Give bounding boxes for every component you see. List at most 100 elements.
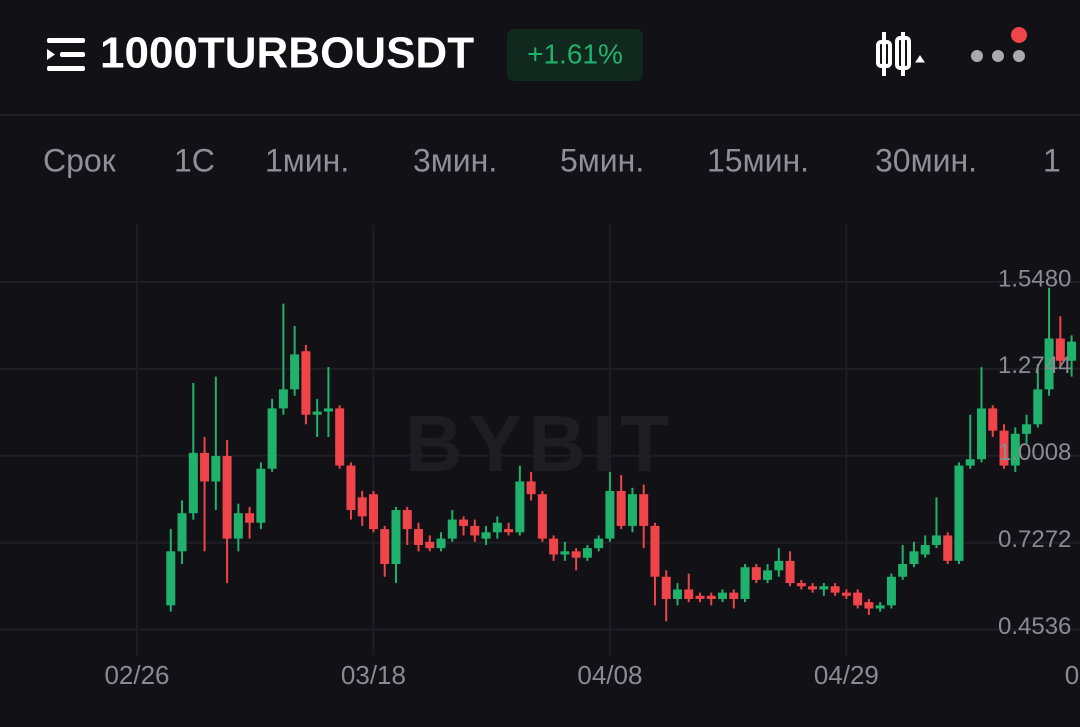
chart: BYBIT 02/26 03/18 04/08 04/29 05/1.5480 1.2744… <box>0 225 1080 690</box>
candle-body <box>639 494 649 526</box>
x-tick-label: 05/ <box>1065 660 1080 690</box>
change-badge <box>507 29 643 81</box>
candle-body <box>965 459 975 466</box>
candle-body <box>605 490 615 539</box>
symbol-title[interactable]: 1000TURBOUSDT <box>100 29 474 78</box>
candle-body <box>718 592 728 599</box>
candle-body <box>290 354 300 390</box>
watermark: BYBIT <box>405 399 675 488</box>
change-text: +1.61% <box>527 38 623 69</box>
timeframe-tab[interactable]: 1С <box>174 142 215 178</box>
x-tick-label: 03/18 <box>341 660 406 690</box>
candle-body <box>267 408 277 469</box>
candle-body <box>920 544 930 555</box>
x-tick-label: 04/29 <box>814 660 879 690</box>
candle-body <box>391 510 401 565</box>
candle-body <box>774 560 784 571</box>
candle-body <box>312 411 322 415</box>
candle-body <box>335 408 345 466</box>
candle-body <box>808 586 818 590</box>
candle-body <box>1067 341 1077 361</box>
candle-body <box>909 551 919 565</box>
candle-body <box>796 583 806 587</box>
candle-body <box>695 595 705 599</box>
candle-body <box>233 513 243 539</box>
x-tick-label: 04/08 <box>577 660 642 690</box>
candle-body <box>425 541 435 549</box>
candle-body <box>931 535 941 545</box>
candle-body <box>977 408 986 460</box>
candle-body <box>898 564 908 577</box>
candle-body <box>200 452 210 482</box>
candle-body <box>627 494 637 526</box>
candle-body <box>560 551 570 555</box>
timeframe-tab[interactable]: 5мин. <box>560 142 644 178</box>
candle-body <box>481 532 491 539</box>
candle-body <box>830 586 840 593</box>
candle-body <box>672 589 682 599</box>
candle-body <box>1033 389 1043 425</box>
candle-body <box>323 408 333 412</box>
candle-body <box>650 525 660 577</box>
timeframe-tab[interactable]: 30мин. <box>875 142 977 178</box>
candle-body <box>853 592 863 606</box>
candle-body <box>594 538 604 549</box>
y-tick-label: 1.2744 <box>998 352 1071 379</box>
candle-body <box>515 481 525 533</box>
timeframe-tab[interactable]: 3мин. <box>413 142 497 178</box>
candle-body <box>1010 433 1020 466</box>
candle-body <box>402 510 412 530</box>
timeframe-tab[interactable]: 1 <box>1043 142 1061 178</box>
candle-body <box>1044 338 1054 390</box>
y-tick-label: 0.7272 <box>998 526 1071 553</box>
y-tick-label: 1.0008 <box>998 439 1071 466</box>
candle-body <box>177 513 187 552</box>
candle-body <box>875 605 885 609</box>
candle-body <box>661 576 671 599</box>
candle-body <box>256 468 266 523</box>
candle-body <box>368 494 378 530</box>
chart-type-icon[interactable] <box>876 32 925 76</box>
candle-body <box>188 452 198 514</box>
candle-body <box>245 513 255 523</box>
candle-body <box>211 456 221 482</box>
candle-body <box>988 408 998 431</box>
candle-body <box>616 490 626 526</box>
candle-body <box>436 538 446 549</box>
candle-body <box>729 592 739 599</box>
candle-body <box>943 535 953 561</box>
timeframe-tab[interactable]: 15мин. <box>707 142 809 178</box>
candle-body <box>1022 424 1032 434</box>
candle-body <box>864 602 874 609</box>
candle-body <box>571 551 581 558</box>
candle-body <box>841 592 851 596</box>
tabs: Срок 1С 1мин. 3мин. 5мин. 15мин. 30мин. 1 <box>43 142 1061 178</box>
menu-icon[interactable] <box>47 38 85 71</box>
candle-body <box>706 595 716 599</box>
candle-body <box>414 529 423 545</box>
timeframe-tab[interactable]: 1мин. <box>265 142 349 178</box>
y-tick-label: 0.4536 <box>998 613 1071 640</box>
more-menu[interactable] <box>971 27 1027 62</box>
candle-body <box>763 570 773 580</box>
candle-body <box>684 589 694 599</box>
candle-body <box>278 389 288 409</box>
candle-body <box>819 586 829 590</box>
candle-body <box>549 538 559 555</box>
candle-body <box>357 497 367 517</box>
candle-body <box>526 481 536 495</box>
candle-body <box>740 567 750 599</box>
candle-body <box>459 519 469 526</box>
candle-body <box>166 551 176 606</box>
candle-body <box>954 465 964 561</box>
candle-body <box>999 430 1009 466</box>
y-tick-label: 1.5480 <box>998 265 1071 292</box>
candle-body <box>301 351 311 415</box>
timeframe-tab[interactable]: Срок <box>43 142 117 178</box>
candle-body <box>470 525 480 536</box>
candle-body <box>785 560 795 584</box>
candle-body <box>346 465 356 511</box>
candle-body <box>537 494 547 539</box>
